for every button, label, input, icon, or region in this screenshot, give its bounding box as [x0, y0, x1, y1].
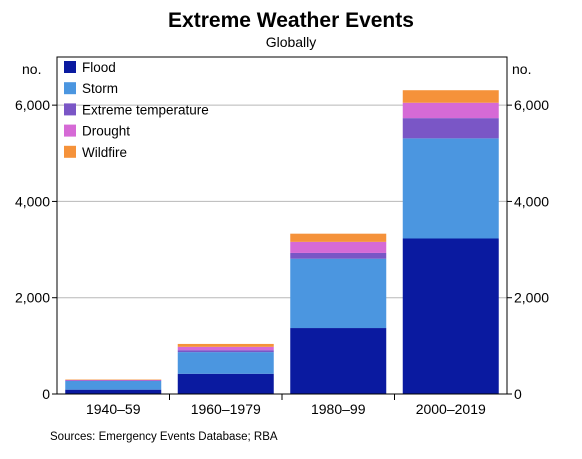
- y-axis-label-left: no.: [22, 61, 41, 77]
- y-tick-label-right: 6,000: [514, 97, 549, 113]
- y-axis-label-right: no.: [512, 61, 531, 77]
- legend-label: Extreme temperature: [82, 102, 209, 117]
- bar-segment: [402, 238, 499, 394]
- y-tick-label-right: 2,000: [514, 290, 549, 306]
- y-tick-label-right: 4,000: [514, 193, 549, 209]
- x-tick-label: 1960–1979: [191, 401, 261, 417]
- bar-segment: [65, 389, 162, 394]
- chart-title: Extreme Weather Events: [168, 9, 414, 32]
- legend-label: Wildfire: [82, 145, 127, 160]
- bar-segment: [290, 233, 387, 242]
- bar-segment: [290, 252, 387, 259]
- axis-ticks: 0 0 2,000 2,000 4,000 4,000 6,000 6,000 1940–59 1…: [15, 97, 549, 417]
- legend-swatch: [64, 61, 76, 73]
- bar-segment: [65, 381, 162, 390]
- bar-segment: [290, 258, 387, 329]
- y-tick-label-left: 2,000: [15, 290, 50, 306]
- y-tick-label-left: 6,000: [15, 97, 50, 113]
- bar-segment: [177, 373, 274, 394]
- bars: [65, 90, 499, 394]
- x-tick-label: 2000–2019: [416, 401, 486, 417]
- chart-subtitle: Globally: [266, 34, 317, 50]
- legend-label: Storm: [82, 81, 118, 96]
- bar-segment: [290, 241, 387, 253]
- bar-segment: [402, 102, 499, 119]
- bar-segment: [177, 346, 274, 351]
- source-note: Sources: Emergency Events Database; RBA: [50, 431, 278, 443]
- x-tick-label: 1980–99: [311, 401, 366, 417]
- legend-swatch: [64, 124, 76, 137]
- y-tick-label-right: 0: [514, 386, 522, 402]
- legend-swatch: [64, 82, 76, 95]
- bar-segment: [177, 343, 274, 347]
- legend-swatch: [64, 145, 76, 158]
- legend-label: Drought: [82, 124, 130, 139]
- y-tick-label-left: 4,000: [15, 193, 50, 209]
- legend: Flood Storm Extreme temperature Drought Wild…: [64, 60, 209, 160]
- bar-segment: [402, 90, 499, 103]
- bar-segment: [177, 352, 274, 374]
- legend-label: Flood: [82, 60, 116, 75]
- bar-segment: [402, 118, 499, 139]
- bar-segment: [177, 350, 274, 353]
- bar-segment: [402, 138, 499, 239]
- y-tick-label-left: 0: [42, 386, 50, 402]
- legend-swatch: [64, 103, 76, 116]
- bar-segment: [290, 328, 387, 394]
- x-tick-label: 1940–59: [86, 401, 141, 417]
